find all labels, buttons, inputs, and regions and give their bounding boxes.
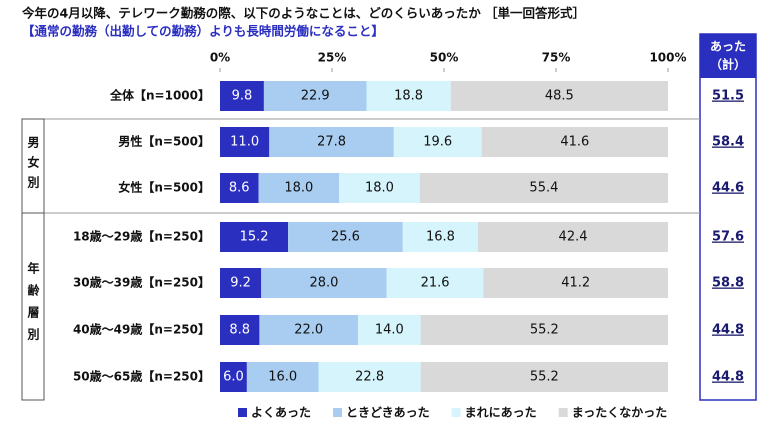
- bar-segment: [220, 362, 247, 392]
- bar-segment: [481, 127, 668, 157]
- bar-segment: [478, 222, 668, 252]
- legend-swatch: [558, 408, 568, 417]
- total-value: 57.6: [712, 230, 744, 245]
- data-label: 41.6: [560, 135, 589, 150]
- x-tick-label: 100%: [649, 51, 686, 65]
- bar-segment: [483, 268, 668, 298]
- bar-segment: [220, 81, 264, 111]
- data-label: 18.0: [365, 181, 394, 196]
- data-label: 16.8: [426, 230, 455, 245]
- bar-segment: [246, 362, 319, 392]
- legend-swatch: [451, 408, 461, 417]
- bar-segment: [258, 173, 340, 203]
- bar-segment: [339, 173, 420, 203]
- totals-header: あった: [710, 40, 746, 54]
- bar-segment: [420, 362, 668, 392]
- bar-segment: [269, 127, 394, 157]
- group-label: 男女別: [26, 136, 40, 196]
- data-label: 22.9: [301, 89, 330, 104]
- data-label: 8.6: [229, 181, 250, 196]
- category-label: 女性【n=500】: [118, 180, 210, 195]
- bar-segment: [220, 268, 262, 298]
- data-label: 41.2: [561, 276, 590, 291]
- x-tick-label: 75%: [542, 51, 571, 65]
- data-label: 14.0: [375, 323, 404, 338]
- bar-segment: [366, 81, 451, 111]
- bar-segment: [220, 127, 270, 157]
- category-label: 30歳～39歳【n=250】: [73, 275, 210, 290]
- group-box: [21, 212, 45, 401]
- bar-segment: [318, 362, 421, 392]
- legend-swatch: [238, 408, 247, 417]
- bar-segment: [357, 315, 421, 345]
- data-label: 19.6: [423, 135, 452, 150]
- data-label: 15.2: [240, 230, 269, 245]
- data-label: 42.4: [559, 230, 588, 245]
- data-label: 9.8: [232, 89, 253, 104]
- total-value: 58.4: [712, 135, 744, 150]
- category-label: 50歳～65歳【n=250】: [73, 369, 210, 384]
- data-label: 55.2: [530, 370, 559, 385]
- data-label: 48.5: [545, 89, 574, 104]
- bar-segment: [386, 268, 484, 298]
- bar-segment: [259, 315, 358, 345]
- chart-title: 今年の4月以降、テレワーク勤務の際、以下のようなことは、どのくらいあったか ［単…: [21, 6, 585, 21]
- bar-segment: [420, 315, 668, 345]
- data-label: 11.0: [230, 135, 259, 150]
- data-label: 28.0: [309, 276, 338, 291]
- data-label: 22.0: [294, 323, 323, 338]
- group-label: 年齢層別: [26, 261, 40, 350]
- legend-label: まったくなかった: [572, 406, 668, 420]
- legend-label: まれにあった: [465, 406, 537, 420]
- data-label: 55.2: [530, 323, 559, 338]
- bar-segment: [450, 81, 668, 111]
- bar-segment: [419, 173, 668, 203]
- legend-label: ときどきあった: [346, 406, 430, 420]
- data-label: 21.6: [421, 276, 450, 291]
- total-value: 51.5: [712, 89, 744, 104]
- bar-segment: [393, 127, 482, 157]
- total-value: 58.8: [712, 276, 744, 291]
- data-label: 55.4: [529, 181, 558, 196]
- data-label: 18.8: [394, 89, 423, 104]
- category-label: 男性【n=500】: [118, 134, 210, 149]
- bar-segment: [220, 222, 289, 252]
- bar-segment: [220, 173, 259, 203]
- bar-segment: [261, 268, 387, 298]
- category-label: 18歳～29歳【n=250】: [73, 229, 210, 244]
- category-label: 40歳～49歳【n=250】: [73, 322, 210, 337]
- bar-segment: [263, 81, 367, 111]
- bar-segment: [288, 222, 403, 252]
- data-label: 9.2: [230, 276, 251, 291]
- chart-subtitle: 【通常の勤務（出勤しての勤務）よりも長時間労働になること】: [22, 24, 384, 39]
- total-value: 44.6: [712, 181, 744, 196]
- legend-label: よくあった: [251, 406, 311, 420]
- x-tick-label: 50%: [430, 51, 459, 65]
- data-label: 8.8: [229, 323, 250, 338]
- total-value: 44.8: [712, 323, 744, 338]
- data-label: 16.0: [268, 370, 297, 385]
- data-label: 22.8: [355, 370, 384, 385]
- data-label: 25.6: [331, 230, 360, 245]
- x-tick-label: 0%: [210, 51, 230, 65]
- x-tick-label: 25%: [318, 51, 347, 65]
- totals-header-bg: [700, 34, 756, 78]
- data-label: 18.0: [284, 181, 313, 196]
- data-label: 6.0: [223, 370, 244, 385]
- legend-swatch: [333, 408, 343, 417]
- total-value: 44.8: [712, 370, 744, 385]
- bar-segment: [402, 222, 479, 252]
- totals-header: （計）: [710, 57, 746, 72]
- data-label: 27.8: [317, 135, 346, 150]
- bar-segment: [220, 315, 260, 345]
- category-label: 全体【n=1000】: [109, 88, 210, 103]
